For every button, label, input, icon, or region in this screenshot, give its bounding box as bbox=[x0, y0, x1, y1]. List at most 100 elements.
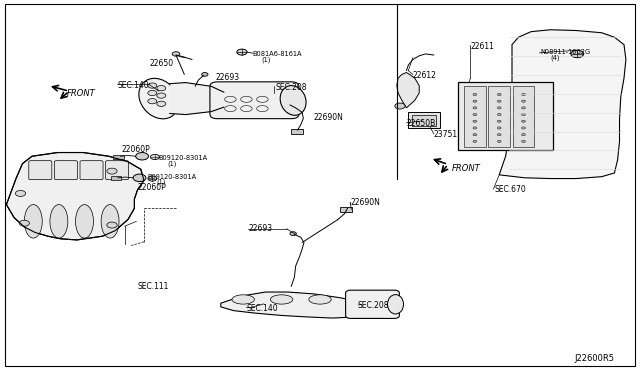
Ellipse shape bbox=[50, 205, 68, 238]
FancyBboxPatch shape bbox=[111, 176, 121, 180]
Circle shape bbox=[497, 120, 501, 122]
Ellipse shape bbox=[139, 78, 179, 119]
FancyBboxPatch shape bbox=[54, 161, 77, 180]
Circle shape bbox=[395, 103, 405, 109]
Circle shape bbox=[148, 176, 157, 181]
Text: SEC.111: SEC.111 bbox=[138, 282, 169, 291]
Circle shape bbox=[148, 99, 157, 104]
Circle shape bbox=[522, 120, 525, 122]
Text: 22650B: 22650B bbox=[406, 119, 436, 128]
FancyBboxPatch shape bbox=[80, 161, 103, 180]
Circle shape bbox=[290, 232, 296, 235]
Text: 22693: 22693 bbox=[248, 224, 273, 233]
Circle shape bbox=[522, 127, 525, 129]
Circle shape bbox=[473, 120, 477, 122]
FancyBboxPatch shape bbox=[412, 115, 436, 126]
Circle shape bbox=[473, 127, 477, 129]
Circle shape bbox=[473, 113, 477, 116]
Circle shape bbox=[15, 190, 26, 196]
Circle shape bbox=[133, 174, 146, 182]
Circle shape bbox=[522, 100, 525, 102]
Circle shape bbox=[172, 52, 180, 56]
Text: (1): (1) bbox=[168, 160, 177, 167]
Text: FRONT: FRONT bbox=[452, 164, 481, 173]
Ellipse shape bbox=[388, 295, 404, 314]
Ellipse shape bbox=[101, 205, 119, 238]
Text: J22600R5: J22600R5 bbox=[575, 355, 614, 363]
Circle shape bbox=[237, 49, 247, 55]
FancyBboxPatch shape bbox=[488, 86, 510, 147]
FancyBboxPatch shape bbox=[113, 155, 124, 159]
Text: SEC.140: SEC.140 bbox=[117, 81, 148, 90]
Text: B09120-8301A: B09120-8301A bbox=[147, 174, 196, 180]
Text: (1): (1) bbox=[156, 179, 166, 185]
Polygon shape bbox=[397, 73, 419, 108]
Ellipse shape bbox=[280, 86, 306, 115]
Polygon shape bbox=[221, 292, 371, 318]
Circle shape bbox=[136, 153, 148, 160]
Circle shape bbox=[473, 134, 477, 136]
FancyBboxPatch shape bbox=[513, 86, 534, 147]
Text: B081A6-8161A: B081A6-8161A bbox=[253, 51, 302, 57]
FancyBboxPatch shape bbox=[106, 161, 129, 180]
Circle shape bbox=[157, 101, 166, 106]
FancyBboxPatch shape bbox=[29, 161, 52, 180]
FancyBboxPatch shape bbox=[458, 82, 553, 150]
Circle shape bbox=[497, 100, 501, 102]
Circle shape bbox=[497, 107, 501, 109]
Circle shape bbox=[157, 86, 166, 91]
Text: 22650: 22650 bbox=[150, 59, 174, 68]
Ellipse shape bbox=[76, 205, 93, 238]
Text: 22060P: 22060P bbox=[122, 145, 150, 154]
FancyBboxPatch shape bbox=[210, 82, 299, 119]
FancyBboxPatch shape bbox=[291, 129, 303, 134]
Text: 22690N: 22690N bbox=[350, 198, 380, 207]
Text: N08911-1062G: N08911-1062G bbox=[541, 49, 591, 55]
FancyBboxPatch shape bbox=[346, 290, 399, 318]
Circle shape bbox=[150, 154, 159, 160]
Text: 22060P: 22060P bbox=[138, 183, 166, 192]
Circle shape bbox=[522, 93, 525, 96]
Circle shape bbox=[497, 127, 501, 129]
Polygon shape bbox=[499, 30, 626, 179]
Circle shape bbox=[148, 83, 157, 88]
FancyBboxPatch shape bbox=[340, 207, 352, 212]
Circle shape bbox=[473, 93, 477, 96]
Ellipse shape bbox=[309, 295, 332, 304]
FancyBboxPatch shape bbox=[464, 86, 486, 147]
Circle shape bbox=[522, 140, 525, 142]
Ellipse shape bbox=[271, 295, 293, 304]
Text: (4): (4) bbox=[550, 54, 560, 61]
Circle shape bbox=[522, 107, 525, 109]
Circle shape bbox=[19, 220, 29, 226]
Text: SEC.208: SEC.208 bbox=[357, 301, 388, 310]
Circle shape bbox=[107, 168, 117, 174]
Circle shape bbox=[497, 134, 501, 136]
Text: SEC.140: SEC.140 bbox=[246, 304, 278, 312]
Ellipse shape bbox=[232, 295, 254, 304]
Text: 22612: 22612 bbox=[413, 71, 436, 80]
Circle shape bbox=[202, 73, 208, 76]
FancyBboxPatch shape bbox=[408, 112, 440, 128]
Text: 22611: 22611 bbox=[470, 42, 494, 51]
Circle shape bbox=[497, 140, 501, 142]
Text: FRONT: FRONT bbox=[67, 89, 96, 97]
Circle shape bbox=[473, 107, 477, 109]
Text: 22693: 22693 bbox=[215, 73, 239, 82]
Circle shape bbox=[497, 113, 501, 116]
Circle shape bbox=[157, 93, 166, 98]
Text: SEC.208: SEC.208 bbox=[275, 83, 307, 92]
Text: SEC.670: SEC.670 bbox=[495, 185, 527, 194]
Text: B09120-8301A: B09120-8301A bbox=[159, 155, 208, 161]
Text: 23751: 23751 bbox=[434, 130, 458, 139]
Circle shape bbox=[148, 90, 157, 96]
Circle shape bbox=[497, 93, 501, 96]
Circle shape bbox=[522, 113, 525, 116]
Ellipse shape bbox=[24, 205, 42, 238]
Polygon shape bbox=[6, 153, 144, 240]
Circle shape bbox=[522, 134, 525, 136]
Circle shape bbox=[473, 140, 477, 142]
Circle shape bbox=[571, 50, 584, 58]
Text: 22690N: 22690N bbox=[314, 113, 344, 122]
Text: (1): (1) bbox=[261, 56, 271, 63]
